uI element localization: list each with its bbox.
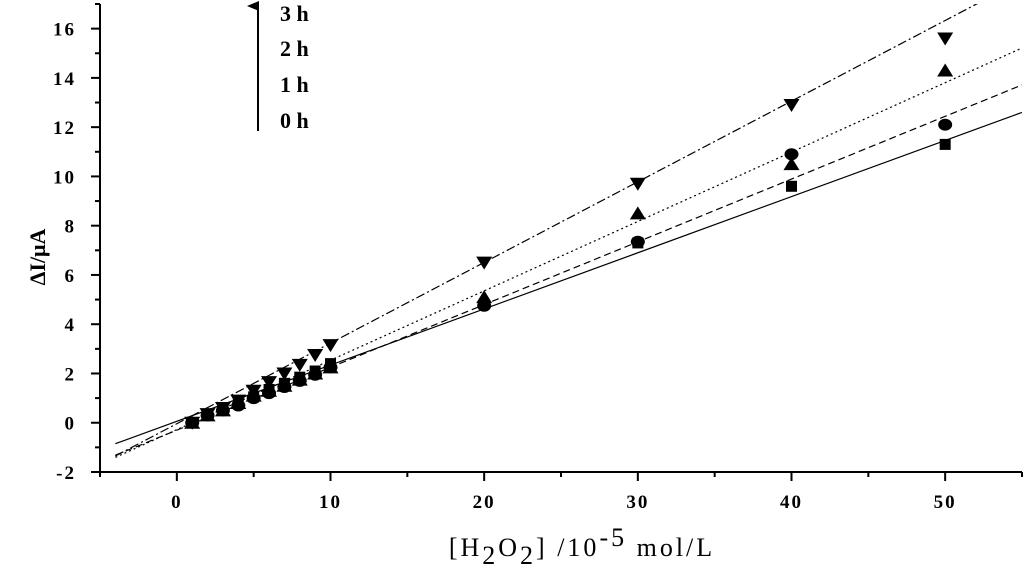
x-axis-label-unit: mol/L	[627, 533, 715, 562]
data-point	[276, 378, 293, 392]
x-axis-label-mid: O	[498, 533, 520, 562]
data-point	[199, 408, 216, 422]
fit-line	[115, 84, 1022, 456]
y-tick-label: 2	[65, 364, 77, 385]
x-tick-label: 50	[934, 492, 957, 513]
data-point	[937, 63, 954, 77]
x-axis-label-sub1: 2	[482, 541, 498, 570]
data-point	[307, 366, 324, 380]
data-point	[630, 235, 645, 248]
legend: 3 h 2 h 1 h 0 h	[247, 1, 309, 133]
data-point	[476, 290, 493, 304]
data-point	[307, 349, 324, 362]
y-axis-label: ΔI/μA	[25, 228, 50, 285]
data-point	[184, 416, 201, 430]
legend-label-1h: 1 h	[280, 72, 309, 97]
legend-label-3h: 3 h	[280, 1, 309, 26]
x-ticks: 0 10 20 30 40 50	[99, 472, 1023, 513]
data-point	[261, 376, 278, 390]
y-tick-label: -2	[56, 463, 76, 484]
y-ticks: -2 0 2 4 6 8 10 12 14 16	[53, 3, 100, 484]
data-point	[786, 180, 797, 192]
data-point	[783, 98, 800, 112]
data-point	[245, 384, 262, 398]
legend-label-2h: 2 h	[280, 36, 309, 61]
data-point	[629, 206, 646, 220]
data-point	[230, 394, 247, 408]
x-axis-label-close: ] /10	[536, 533, 599, 562]
x-tick-label: 30	[626, 492, 649, 513]
data-point	[291, 358, 308, 372]
data-point	[276, 367, 293, 381]
x-axis-label-sup: -5	[599, 523, 627, 552]
x-tick-label: 40	[780, 492, 803, 513]
y-tick-label: 8	[65, 217, 77, 238]
data-point	[214, 401, 231, 415]
x-axis-label-open: [H	[449, 533, 482, 562]
data-point	[937, 32, 954, 46]
data-point	[476, 256, 493, 270]
y-tick-label: 0	[65, 414, 77, 435]
y-tick-label: 4	[65, 315, 77, 336]
data-point	[784, 148, 799, 161]
y-tick-label: 12	[53, 118, 76, 139]
data-point	[322, 360, 339, 374]
data-point	[322, 339, 339, 353]
data-point	[783, 157, 800, 171]
x-axis-label: [H2O2] /10-5 mol/L	[449, 523, 715, 570]
data-points	[184, 32, 954, 430]
y-tick-label: 14	[53, 69, 76, 90]
y-tick-label: 16	[53, 20, 76, 41]
data-point	[629, 177, 646, 191]
x-tick-label: 20	[473, 492, 496, 513]
x-tick-label: 0	[171, 492, 183, 513]
data-point	[938, 118, 953, 131]
data-point	[261, 383, 278, 397]
data-point	[939, 138, 951, 150]
x-tick-label: 10	[319, 492, 342, 513]
y-tick-label: 6	[65, 266, 77, 287]
data-point	[291, 372, 308, 386]
legend-label-0h: 0 h	[280, 108, 309, 133]
y-tick-label: 10	[53, 167, 76, 188]
x-axis-label-sub2: 2	[520, 541, 536, 570]
